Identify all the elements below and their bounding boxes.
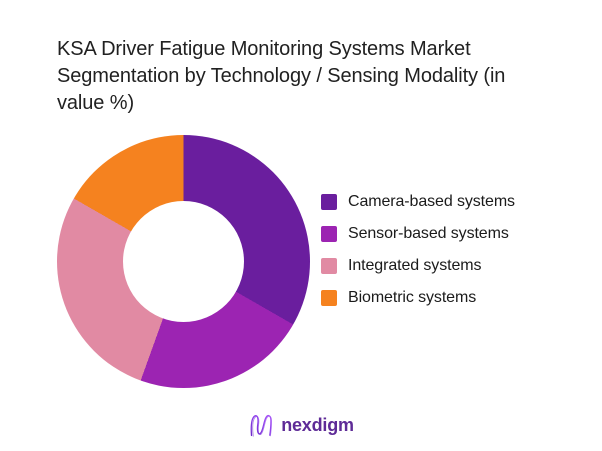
nexdigm-logo-icon xyxy=(248,411,274,439)
legend-swatch-sensor xyxy=(321,226,337,242)
brand-footer: nexdigm xyxy=(0,411,602,439)
legend-label-camera: Camera-based systems xyxy=(348,193,515,210)
legend-label-biometric: Biometric systems xyxy=(348,289,477,306)
donut-hole xyxy=(123,201,244,322)
donut-chart xyxy=(57,135,310,388)
legend-item-integrated: Integrated systems xyxy=(321,257,515,275)
brand-name: nexdigm xyxy=(281,414,354,435)
legend-item-sensor: Sensor-based systems xyxy=(321,225,515,243)
chart-title: KSA Driver Fatigue Monitoring Systems Ma… xyxy=(57,36,505,117)
legend: Camera-based systems Sensor-based system… xyxy=(321,193,515,307)
chart-title-line-1: KSA Driver Fatigue Monitoring Systems Ma… xyxy=(57,38,471,60)
legend-item-camera: Camera-based systems xyxy=(321,193,515,211)
legend-label-sensor: Sensor-based systems xyxy=(348,225,509,242)
legend-label-integrated: Integrated systems xyxy=(348,257,482,274)
legend-item-biometric: Biometric systems xyxy=(321,289,515,307)
chart-title-line-2: Segmentation by Technology / Sensing Mod… xyxy=(57,65,506,87)
chart-title-line-3: value %) xyxy=(57,92,135,114)
legend-swatch-camera xyxy=(321,194,337,210)
legend-swatch-biometric xyxy=(321,290,337,306)
legend-swatch-integrated xyxy=(321,258,337,274)
